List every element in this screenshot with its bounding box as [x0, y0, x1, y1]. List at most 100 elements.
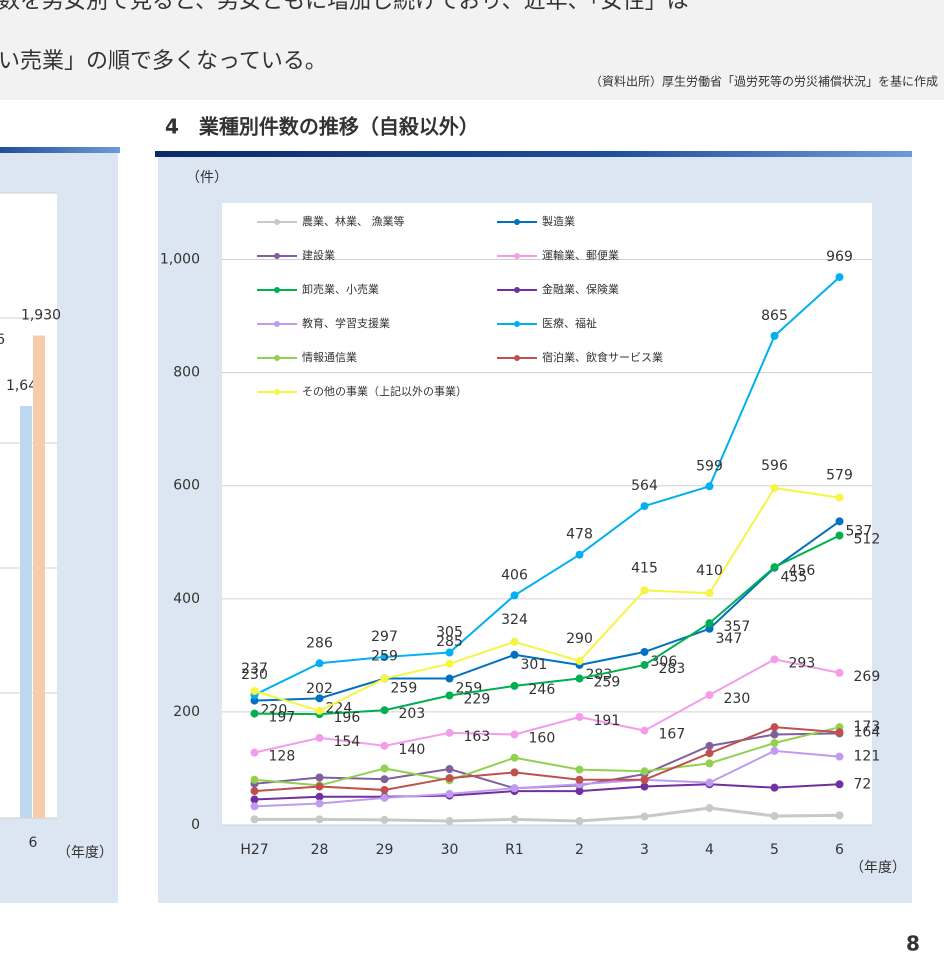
point	[770, 811, 779, 820]
data-label: 865	[761, 308, 788, 324]
point	[640, 647, 649, 656]
data-label: 305	[436, 625, 463, 641]
point	[315, 706, 324, 715]
x-tick-label: 29	[376, 842, 394, 858]
data-label: 512	[854, 531, 881, 547]
point	[705, 778, 714, 787]
title-band	[0, 147, 120, 153]
data-label: 324	[501, 612, 528, 628]
point	[835, 752, 844, 761]
x-tick-label: R1	[505, 842, 524, 858]
data-label: 969	[826, 249, 853, 265]
series-line	[254, 486, 840, 712]
data-label: 237	[241, 661, 268, 677]
data-label: 163	[464, 729, 491, 745]
legend-marker	[274, 389, 280, 395]
point	[705, 624, 714, 633]
point	[380, 775, 389, 784]
series-line	[254, 806, 840, 823]
point	[250, 802, 259, 811]
point	[445, 765, 454, 774]
data-label: 455	[781, 570, 808, 586]
point	[705, 589, 714, 598]
point	[770, 739, 779, 748]
data-label: 456	[789, 563, 816, 579]
data-label: 203	[399, 706, 426, 722]
y-tick-label: 800	[173, 365, 200, 381]
data-label: 140	[399, 742, 426, 758]
point	[445, 774, 454, 783]
legend-marker	[514, 219, 520, 225]
point	[575, 787, 584, 796]
data-label: 160	[529, 731, 556, 747]
y-tick-label: 200	[173, 704, 200, 720]
point	[315, 782, 324, 791]
point	[705, 741, 714, 750]
point	[250, 775, 259, 784]
data-label: 230	[724, 691, 751, 707]
page-number: 8	[906, 932, 920, 956]
y-axis-label: （件）	[186, 170, 228, 186]
data-label: 196	[334, 710, 361, 726]
header-band	[0, 0, 944, 100]
point	[445, 648, 454, 657]
point	[380, 706, 389, 715]
point	[640, 767, 649, 776]
point	[575, 817, 584, 826]
point	[250, 696, 259, 705]
point	[640, 775, 649, 784]
point	[575, 765, 584, 774]
point	[835, 531, 844, 540]
data-label: 173	[854, 719, 881, 735]
point	[575, 550, 584, 559]
series-line	[254, 749, 840, 808]
y-tick-label: 0	[191, 817, 200, 833]
point	[640, 660, 649, 669]
data-label: 283	[659, 661, 686, 677]
point	[510, 681, 519, 690]
x-axis-label: （年度）	[57, 845, 113, 861]
point	[575, 657, 584, 666]
point	[835, 493, 844, 502]
point	[315, 659, 324, 668]
data-label: 121	[854, 749, 881, 765]
point	[835, 728, 844, 737]
legend-marker	[514, 287, 520, 293]
point	[705, 749, 714, 758]
point	[380, 815, 389, 824]
point	[510, 768, 519, 777]
data-label: 167	[659, 727, 686, 743]
legend-label: 情報通信業	[302, 351, 357, 364]
point	[380, 764, 389, 773]
point	[510, 730, 519, 739]
data-label: 564	[631, 478, 658, 494]
data-label: 286	[306, 635, 333, 651]
legend-label: 医療、福祉	[542, 316, 597, 330]
data-label: 599	[696, 458, 723, 474]
legend-label: 農業、林業、 漁業等	[302, 214, 405, 228]
point	[445, 817, 454, 826]
data-label: 259	[371, 649, 398, 665]
data-label: 478	[566, 527, 593, 543]
point	[380, 674, 389, 683]
header-line: 数を男女別で見ると、男女ともに増加し続けており、近年、「女性」は	[0, 0, 689, 14]
data-label: 410	[696, 563, 723, 579]
data-label: 406	[501, 567, 528, 583]
point	[510, 591, 519, 600]
series-line	[254, 276, 841, 696]
data-label: 347	[716, 631, 743, 647]
point	[835, 780, 844, 789]
x-tick-label: 3	[640, 842, 649, 858]
point	[705, 619, 714, 628]
point	[315, 799, 324, 808]
header-line: い売業」の順で多くなっている。	[0, 49, 327, 74]
point	[250, 686, 259, 695]
point	[575, 712, 584, 721]
series-line	[254, 783, 840, 801]
point	[250, 748, 259, 757]
data-label: 202	[306, 681, 333, 697]
point	[770, 746, 779, 755]
data-label: 301	[521, 657, 548, 673]
plot-area	[222, 203, 872, 825]
data-label: 293	[789, 655, 816, 671]
